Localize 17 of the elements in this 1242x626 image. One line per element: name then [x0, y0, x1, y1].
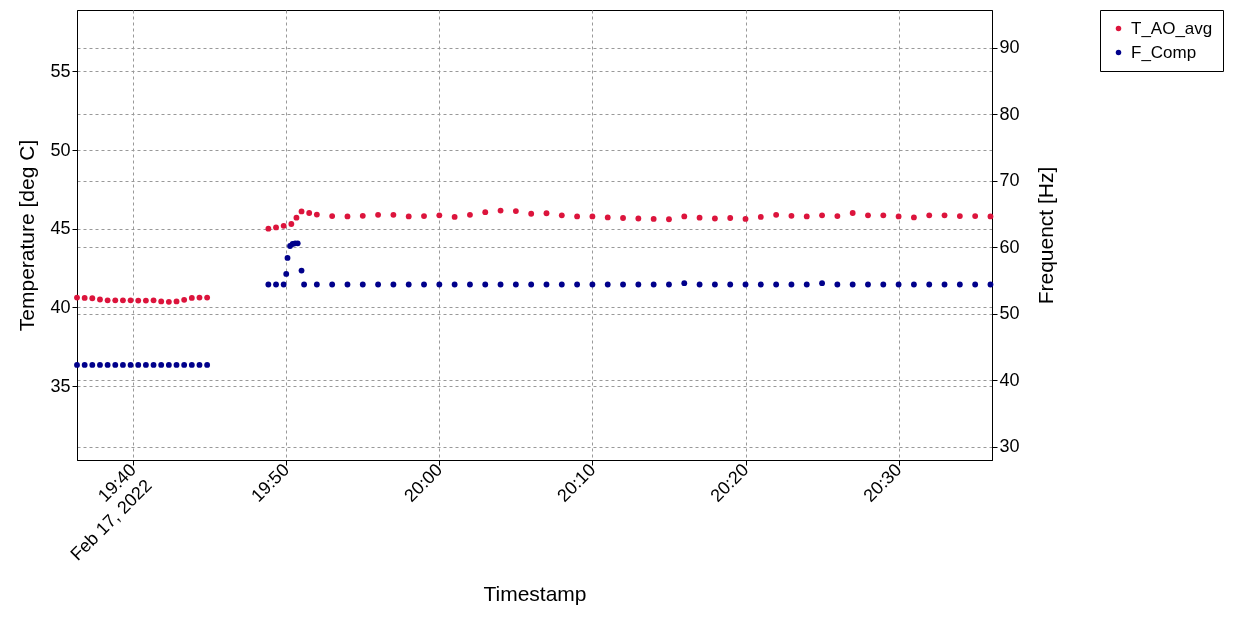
y2-tick-label: 30: [999, 436, 1020, 457]
y-tick-label: 35: [50, 375, 71, 396]
y2-axis-title: Frequenct [Hz]: [1033, 166, 1057, 305]
y2-tick-label: 60: [999, 236, 1020, 257]
y2-tick-label: 90: [999, 37, 1020, 58]
x-axis-title: Timestamp: [483, 582, 587, 606]
text: F_Comp: [1131, 42, 1197, 62]
text: T_AO_avg: [1131, 18, 1213, 38]
y2-tick-label: 50: [999, 303, 1020, 324]
y-tick-label: 45: [50, 218, 71, 239]
y-tick-label: 50: [50, 139, 71, 160]
y-tick-label: 40: [50, 296, 71, 317]
y2-tick-label: 40: [999, 369, 1020, 390]
y-tick-label: 55: [50, 60, 71, 81]
y2-tick-label: 80: [999, 103, 1020, 124]
y-axis-title: Temperature [deg C]: [15, 139, 39, 332]
y2-tick-label: 70: [999, 170, 1020, 191]
